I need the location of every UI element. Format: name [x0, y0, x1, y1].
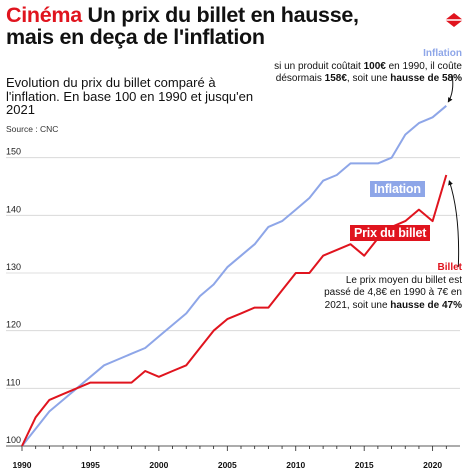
series-label-billet: Prix du billet [350, 225, 431, 241]
series-inflation-line [21, 105, 447, 447]
x-tick-label: 1995 [81, 460, 100, 470]
x-tick-label: 2005 [218, 460, 237, 470]
series-lines [21, 105, 448, 447]
logo-diamond-icon [445, 13, 463, 27]
y-tick-label: 100 [6, 435, 21, 445]
inflation-annotation-arrow [447, 75, 454, 103]
inflation-annotation: Inflation si un produit coûtait 100€ en … [272, 48, 462, 86]
source-note: Source : CNC [6, 124, 59, 134]
title-accent: Cinéma [6, 3, 82, 27]
chart-subtitle: Evolution du prix du billet comparé à l'… [6, 75, 254, 117]
series-billet-line [21, 174, 448, 447]
x-tick-label: 2010 [286, 460, 305, 470]
billet-annotation: Billet Le prix moyen du billet est passé… [322, 262, 462, 312]
y-tick-label: 140 [6, 204, 21, 214]
x-tick-label: 2000 [149, 460, 168, 470]
grid-lines [6, 157, 460, 447]
title-text: Un prix du billet en hausse, mais en deç… [6, 3, 359, 49]
x-tick-label: 1990 [13, 460, 32, 470]
series-label-inflation: Inflation [370, 181, 425, 197]
annotation-arrows [447, 75, 460, 267]
y-tick-label: 110 [6, 377, 20, 387]
y-axis-ticks: 100 110 120 130 140 150 [6, 147, 21, 445]
billet-annotation-arrow [448, 180, 460, 267]
y-tick-label: 130 [6, 262, 21, 272]
y-tick-label: 120 [6, 320, 21, 330]
x-tick-label: 2020 [423, 460, 442, 470]
x-tick-label: 2015 [355, 460, 374, 470]
y-tick-label: 150 [6, 147, 21, 157]
inflation-annotation-head: Inflation [423, 48, 462, 59]
chart-title: Cinéma Un prix du billet en hausse, mais… [6, 4, 406, 48]
x-axis-ticks: 1990 1995 2000 2005 2010 2015 2020 [13, 446, 447, 470]
billet-annotation-head: Billet [437, 262, 462, 273]
